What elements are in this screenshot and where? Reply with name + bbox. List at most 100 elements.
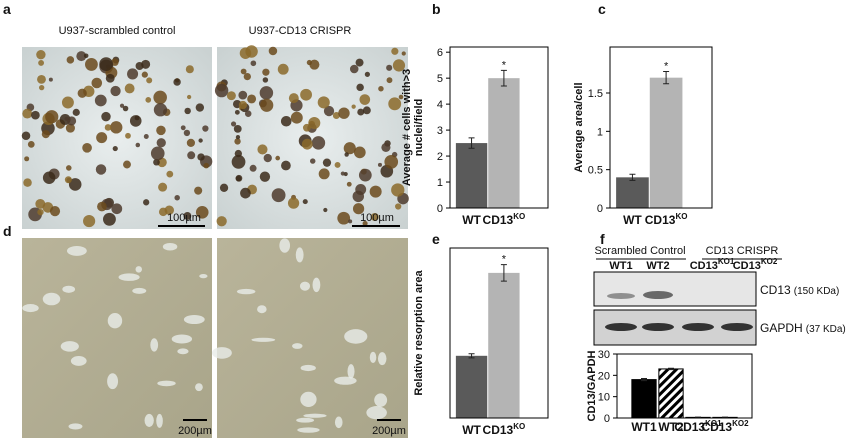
pit <box>22 304 39 313</box>
category-label: WT2 <box>646 260 669 272</box>
cell <box>230 121 237 127</box>
bar <box>631 379 657 419</box>
row-size: (37 KDa) <box>806 324 846 335</box>
cell <box>150 146 165 161</box>
axes-box <box>609 46 713 209</box>
cell <box>77 88 87 98</box>
row-size: (150 KDa) <box>794 286 840 297</box>
cell <box>134 115 140 121</box>
cell <box>143 134 149 139</box>
cell <box>234 138 241 145</box>
cell <box>235 174 243 182</box>
y-tick-label: 2 <box>437 151 443 163</box>
label-text: CD13 <box>701 420 732 434</box>
cell <box>153 90 167 105</box>
cell <box>263 153 272 163</box>
cell <box>378 85 384 92</box>
cell <box>392 59 406 72</box>
label-sup: KO <box>675 212 687 221</box>
cell <box>141 71 148 78</box>
y-tick-label: 30 <box>598 349 610 361</box>
cell <box>49 206 61 217</box>
bar <box>658 368 684 419</box>
category-label: CD13KO1 <box>690 257 735 272</box>
panel-label: c <box>598 1 606 17</box>
cell <box>401 51 406 56</box>
cell <box>31 110 40 120</box>
cell <box>146 77 153 84</box>
scale-label: 200µm <box>372 425 406 437</box>
blot-row-label: GAPDH (37 KDa) <box>760 321 846 335</box>
label-sup: KO <box>513 212 525 221</box>
label-sup: KO1 <box>718 257 735 266</box>
bar-chart: e Relative resorption area WT * CD13KO <box>413 231 549 437</box>
blot-group: Scrambled Control <box>594 245 685 257</box>
y-tick-label: 1 <box>597 126 603 138</box>
cell <box>101 111 111 122</box>
label-sup: KO2 <box>761 257 778 266</box>
label-text: CD13 <box>483 423 514 437</box>
pit <box>366 406 387 420</box>
cell <box>233 124 242 133</box>
cell <box>334 161 341 168</box>
blot-band <box>607 293 635 299</box>
cell <box>94 94 107 107</box>
cell <box>194 186 203 195</box>
pit <box>157 380 176 387</box>
pit <box>183 314 205 325</box>
cell <box>68 178 82 191</box>
pit <box>257 305 267 314</box>
pit <box>42 292 61 306</box>
label-text: CD13 <box>483 213 514 227</box>
error-bar <box>500 69 507 87</box>
cell <box>302 199 308 205</box>
cell <box>391 47 399 55</box>
cell <box>249 164 257 172</box>
cell <box>45 110 59 124</box>
cell <box>97 201 107 212</box>
cell <box>362 106 371 115</box>
y-axis-label: Average area/cell <box>573 82 585 172</box>
pit <box>236 288 256 295</box>
cell <box>370 212 379 221</box>
cell <box>124 83 135 94</box>
category-label: WT <box>462 213 481 227</box>
pit <box>60 341 79 352</box>
category-label: CD13KO <box>483 212 526 227</box>
cell <box>369 185 382 198</box>
pit <box>303 413 327 418</box>
pit <box>150 338 159 352</box>
cell <box>112 146 118 152</box>
cell <box>348 219 353 224</box>
pit <box>369 351 377 364</box>
pit <box>312 277 321 293</box>
pit <box>144 413 154 427</box>
category-label: CD13KO1 <box>674 419 722 434</box>
cell <box>391 183 405 197</box>
cell <box>195 103 205 112</box>
cell <box>183 129 191 137</box>
bar <box>488 272 520 418</box>
cell <box>42 171 56 185</box>
pit <box>347 364 355 379</box>
cell <box>37 208 44 216</box>
cell <box>127 68 139 80</box>
cell <box>340 171 345 176</box>
cell <box>48 77 53 82</box>
significance: * <box>502 59 507 71</box>
label-text: WT1 <box>609 260 632 272</box>
pit <box>212 347 232 359</box>
cell <box>183 212 192 220</box>
cell <box>91 77 103 89</box>
label-text: WT1 <box>631 420 657 434</box>
panel-label: b <box>432 1 441 17</box>
cell <box>355 184 367 195</box>
cell <box>351 104 356 109</box>
pit <box>177 348 189 355</box>
cell <box>317 96 330 109</box>
cell <box>37 74 46 84</box>
bar <box>455 355 488 418</box>
category-label: WT <box>462 423 481 437</box>
cell <box>198 138 203 143</box>
